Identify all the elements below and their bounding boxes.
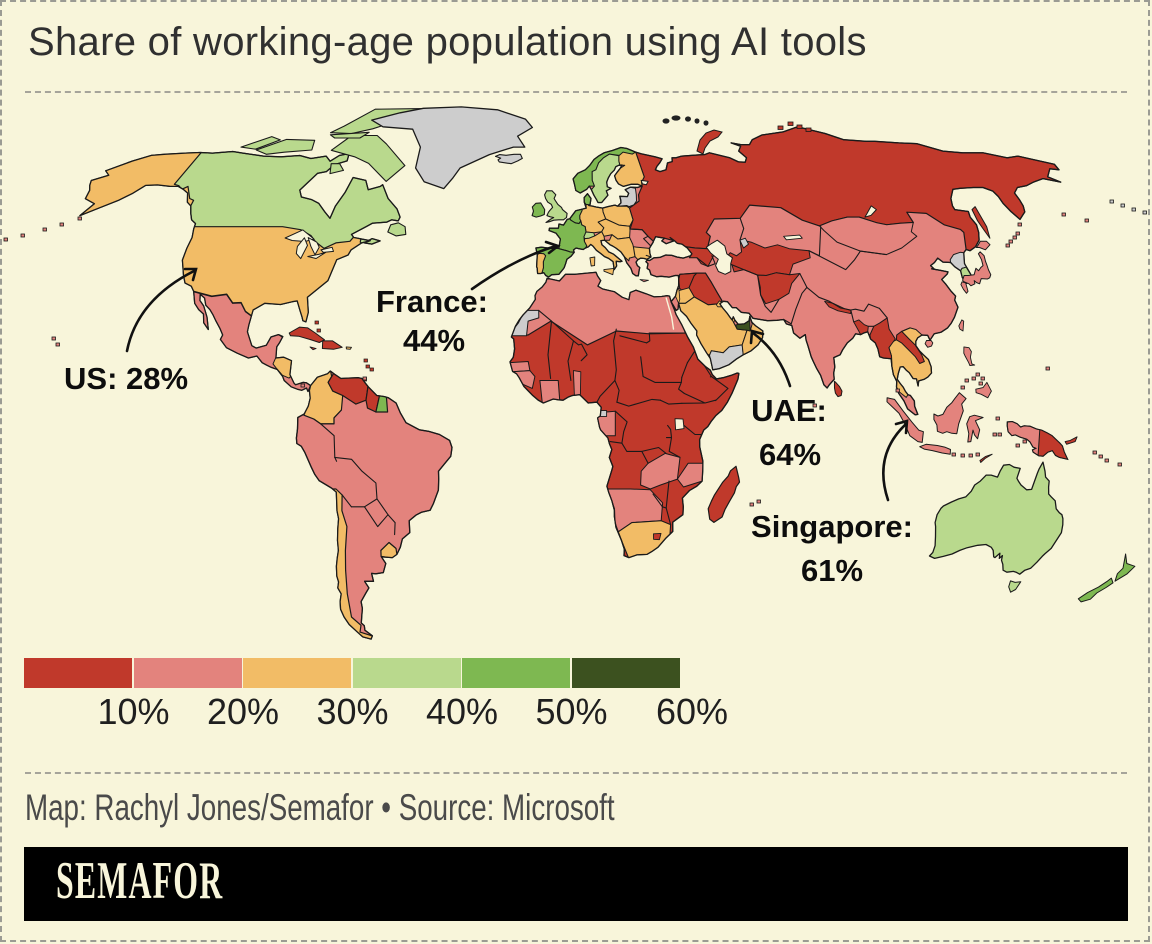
svg-text:UAE:: UAE: xyxy=(751,393,827,428)
svg-text:US: 28%: US: 28% xyxy=(64,361,188,396)
svg-text:61%: 61% xyxy=(801,553,863,588)
svg-text:Singapore:: Singapore: xyxy=(751,509,913,544)
svg-text:44%: 44% xyxy=(403,323,465,358)
svg-text:64%: 64% xyxy=(759,437,821,472)
svg-text:France:: France: xyxy=(376,284,488,319)
